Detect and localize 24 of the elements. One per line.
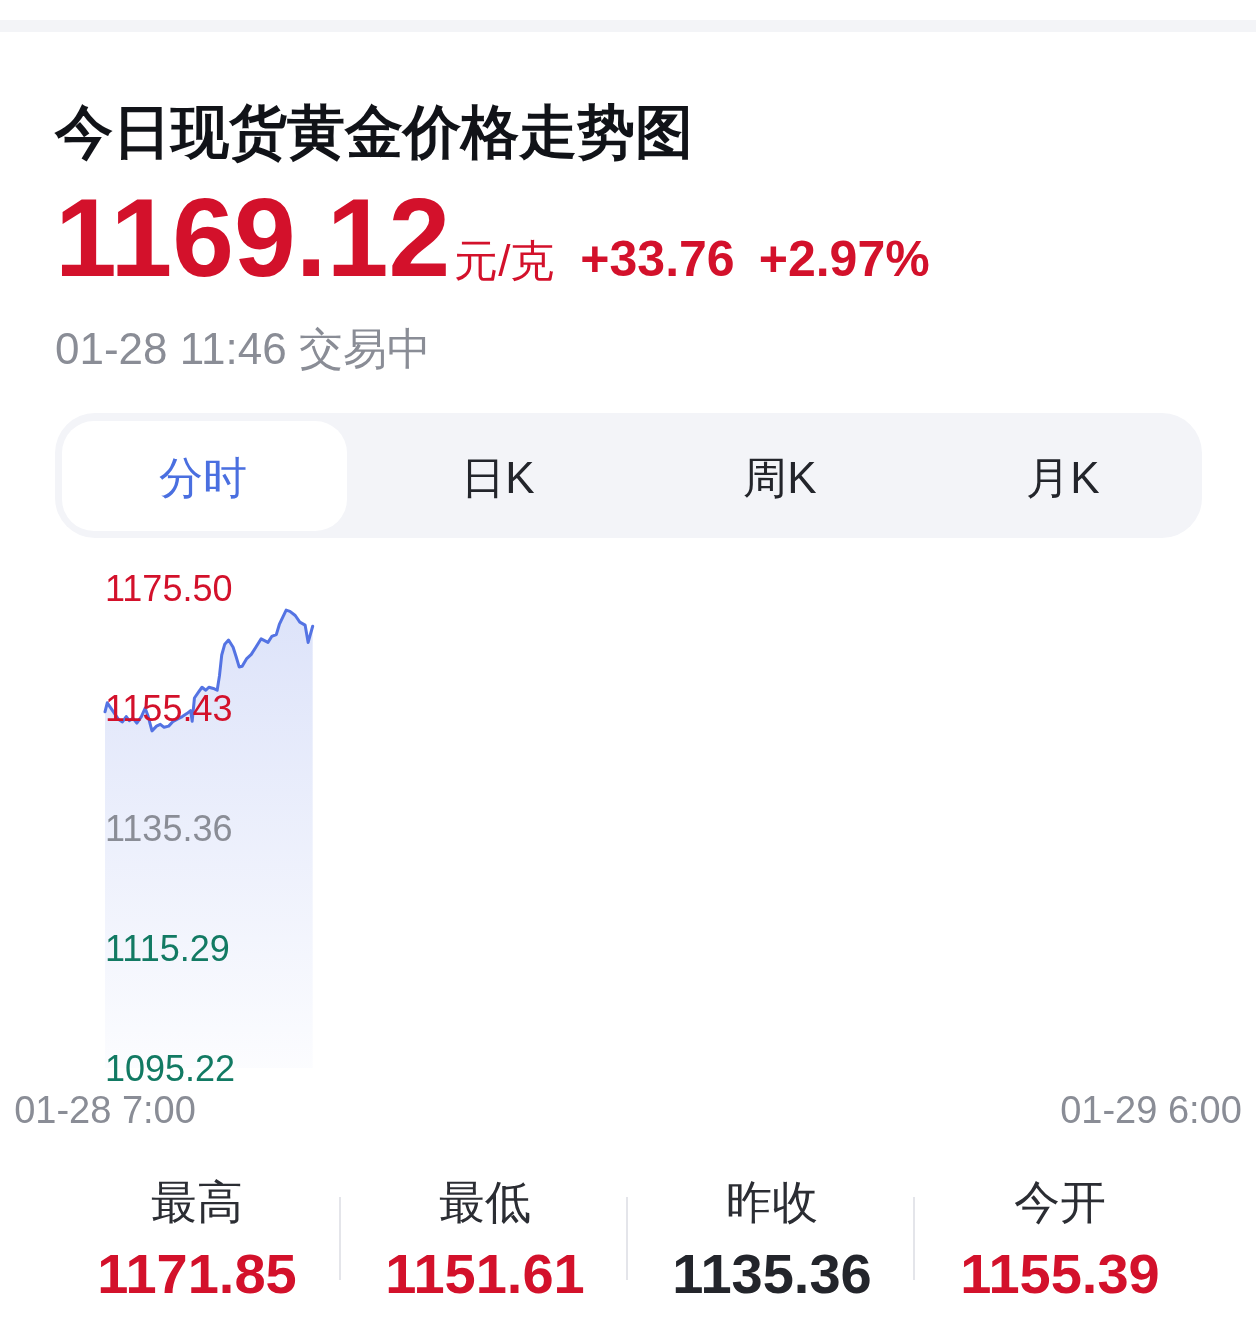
text: 昨收 xyxy=(726,1176,818,1228)
text: 今开 xyxy=(1014,1176,1106,1228)
text: 1155.39 xyxy=(960,1242,1160,1305)
text: 1135.36 xyxy=(672,1242,872,1305)
text: 1169.12 xyxy=(55,176,451,300)
text: +2.97% xyxy=(758,231,930,287)
text: 最高 xyxy=(151,1176,243,1228)
y-tick-label: 1115.29 xyxy=(105,927,230,969)
text: 元/克 xyxy=(454,236,555,285)
x-tick-label: 01-29 6:00 xyxy=(1060,1089,1242,1131)
text: 1151.61 xyxy=(385,1242,585,1305)
chart-subtitle: 01-28 11:46 交易中 xyxy=(55,324,431,373)
text: 周K xyxy=(743,452,817,502)
y-tick-label: 1095.22 xyxy=(105,1047,236,1089)
x-tick-label: 01-28 7:00 xyxy=(14,1089,196,1131)
text: 最低 xyxy=(439,1176,531,1228)
chart-title: 今日现货黄金价格走势图 xyxy=(54,99,693,164)
y-tick-label: 1135.36 xyxy=(105,807,233,849)
text: 1171.85 xyxy=(97,1242,297,1305)
y-tick-label: 1175.50 xyxy=(105,567,233,609)
text: 分时 xyxy=(159,452,247,502)
text: +33.76 xyxy=(580,231,735,287)
text: 月K xyxy=(1026,452,1100,502)
text: 日K xyxy=(461,452,535,502)
